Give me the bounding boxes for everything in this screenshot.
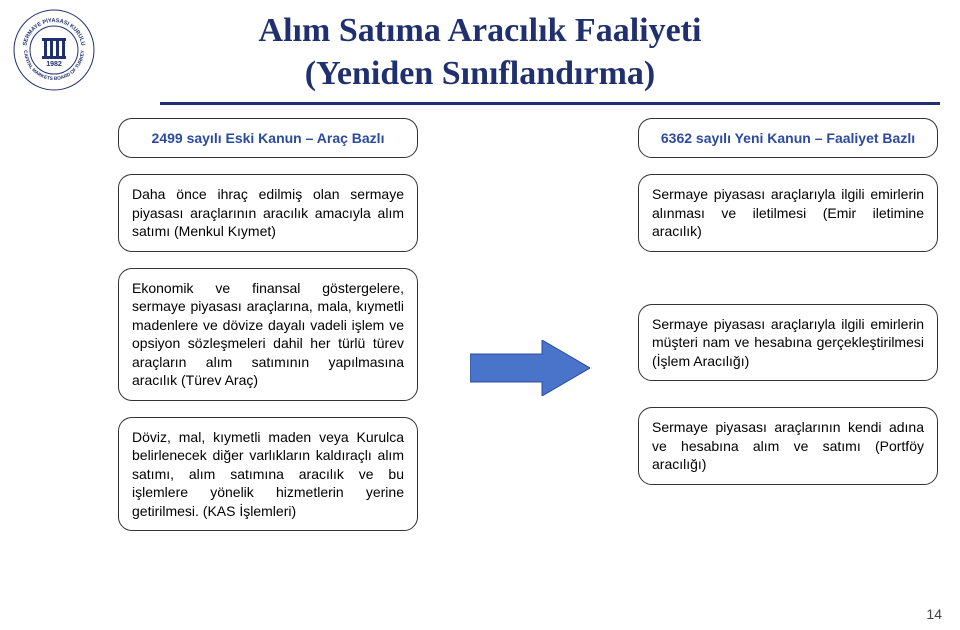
left-box-3: Döviz, mal, kıymetli maden veya Kurulca … [118,417,418,531]
right-box-1-text: Sermaye piyasası araçlarıyla ilgili emir… [652,186,924,239]
page-title: Alım Satıma Aracılık Faaliyeti (Yeniden … [160,10,800,95]
left-box-2: Ekonomik ve finansal göstergelere, serma… [118,268,418,401]
left-column: 2499 sayılı Eski Kanun – Araç Bazlı Daha… [118,118,418,604]
page-number: 14 [926,606,942,622]
title-line1: Alım Satıma Aracılık Faaliyeti [160,10,800,53]
right-box-3-text: Sermaye piyasası araçlarının kendi adına… [652,419,924,472]
left-box-2-text: Ekonomik ve finansal göstergelere, serma… [132,280,404,388]
left-header-box: 2499 sayılı Eski Kanun – Araç Bazlı [118,118,418,158]
left-header-text: 2499 sayılı Eski Kanun – Araç Bazlı [152,130,385,146]
right-box-2-text: Sermaye piyasası araçlarıyla ilgili emir… [652,316,924,369]
right-box-1: Sermaye piyasası araçlarıyla ilgili emir… [638,174,938,251]
right-box-2: Sermaye piyasası araçlarıyla ilgili emir… [638,304,938,381]
arrow-icon [470,340,590,401]
title-rule [160,102,940,105]
left-box-1-text: Daha önce ihraç edilmiş olan sermaye piy… [132,186,404,239]
left-box-1: Daha önce ihraç edilmiş olan sermaye piy… [118,174,418,251]
right-header-box: 6362 sayılı Yeni Kanun – Faaliyet Bazlı [638,118,938,158]
logo-year: 1982 [46,61,62,68]
right-column: 6362 sayılı Yeni Kanun – Faaliyet Bazlı … [638,118,938,604]
right-box-3: Sermaye piyasası araçlarının kendi adına… [638,407,938,484]
left-box-3-text: Döviz, mal, kıymetli maden veya Kurulca … [132,429,404,519]
org-logo: SERMAYE PİYASASI KURULU CAPITAL MARKETS … [12,8,96,92]
title-line2: (Yeniden Sınıflandırma) [160,53,800,96]
right-header-text: 6362 sayılı Yeni Kanun – Faaliyet Bazlı [661,130,915,146]
